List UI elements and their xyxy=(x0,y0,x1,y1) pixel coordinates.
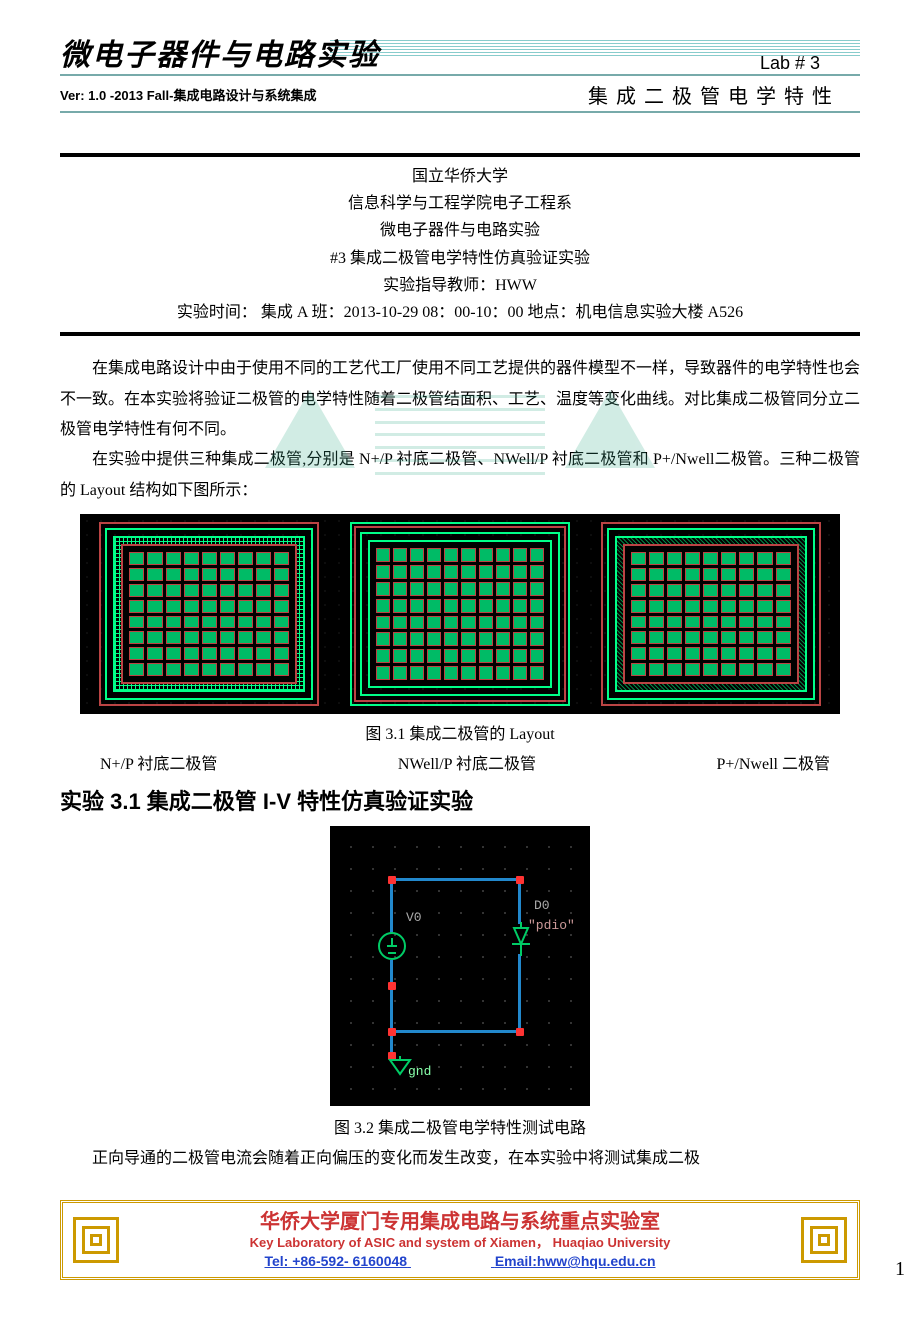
rule-bottom xyxy=(60,332,860,336)
wire-bottom xyxy=(390,1030,520,1033)
figure-3-2: V0 D0 "pdio" gnd xyxy=(330,826,590,1106)
wire-top xyxy=(390,878,520,881)
body-text: 在集成电路设计中由于使用不同的工艺代工厂使用不同工艺提供的器件模型不一样，导致器… xyxy=(60,354,860,506)
page-number: 1 xyxy=(895,1258,905,1281)
die-3-grid xyxy=(631,552,791,676)
footer-line1: 华侨大学厦门专用集成电路与系统重点实验室 xyxy=(131,1209,789,1235)
greek-key-icon-right xyxy=(801,1217,847,1263)
header-row-1: 微电子器件与电路实验 Lab # 3 xyxy=(60,30,860,76)
node-br xyxy=(516,1028,524,1036)
figure-3-2-caption: 图 3.2 集成二极管电学特性测试电路 xyxy=(60,1114,860,1138)
label-gnd: gnd xyxy=(408,1064,431,1079)
meta-university: 国立华侨大学 xyxy=(60,163,860,190)
paragraph-3: 正向导通的二极管电流会随着正向偏压的变化而发生改变，在本实验中将测试集成二极 xyxy=(60,1144,860,1174)
meta-course: 微电子器件与电路实验 xyxy=(60,217,860,244)
footer-box: 华侨大学厦门专用集成电路与系统重点实验室 Key Laboratory of A… xyxy=(60,1200,860,1279)
footer-email: Email:hww@hqu.edu.cn xyxy=(495,1253,656,1269)
voltage-source-icon xyxy=(378,932,406,960)
layout-die-2 xyxy=(350,522,570,706)
meta-instructor: 实验指导教师：HWW xyxy=(60,272,860,299)
die-2-grid xyxy=(376,548,544,680)
node-tl xyxy=(388,876,396,884)
layout-die-3 xyxy=(601,522,821,706)
die-1-grid xyxy=(129,552,289,676)
figure-3-1-labels: N+/P 衬底二极管 NWell/P 衬底二极管 P+/Nwell 二极管 xyxy=(60,750,860,774)
paragraph-1: 在集成电路设计中由于使用不同的工艺代工厂使用不同工艺提供的器件模型不一样，导致器… xyxy=(60,354,860,445)
wire-left-upper xyxy=(390,878,393,934)
label-d0: D0 xyxy=(534,898,550,913)
wire-right-upper xyxy=(518,878,521,924)
meta-experiment: #3 集成二极管电学特性仿真验证实验 xyxy=(60,245,860,272)
node-tr xyxy=(516,876,524,884)
footer-line3: Tel: +86-592- 6160048 Email:hww@hqu.edu.… xyxy=(131,1252,789,1270)
meta-department: 信息科学与工程学院电子工程系 xyxy=(60,190,860,217)
course-title: 微电子器件与电路实验 xyxy=(60,30,380,74)
lab-title: 集成二极管电学特性 xyxy=(588,80,860,109)
node-ml xyxy=(388,982,396,990)
footer-tel: Tel: +86-592- 6160048 xyxy=(264,1253,407,1269)
paragraph-2: 在实验中提供三种集成二极管,分别是 N+/P 衬底二极管、NWell/P 衬底二… xyxy=(60,445,860,506)
version-en: Ver: 1.0 -2013 Fall- xyxy=(60,88,173,103)
wire-left-lower xyxy=(390,960,393,1056)
footer-line2: Key Laboratory of ASIC and system of Xia… xyxy=(131,1235,789,1252)
figure-3-1-caption: 图 3.1 集成二极管的 Layout xyxy=(60,720,860,744)
section-heading-3-1: 实验 3.1 集成二极管 I-V 特性仿真验证实验 xyxy=(60,784,860,816)
node-bl xyxy=(388,1028,396,1036)
rule-top xyxy=(60,153,860,157)
figure-3-1 xyxy=(80,514,840,714)
meta-schedule: 实验时间： 集成 A 班：2013-10-29 08：00-10：00 地点：机… xyxy=(60,299,860,326)
version-text: Ver: 1.0 -2013 Fall-集成电路设计与系统集成 xyxy=(60,85,316,105)
meta-block: 国立华侨大学 信息科学与工程学院电子工程系 微电子器件与电路实验 #3 集成二极… xyxy=(60,163,860,326)
body-text-2: 正向导通的二极管电流会随着正向偏压的变化而发生改变，在本实验中将测试集成二极 xyxy=(60,1144,860,1174)
greek-key-icon-left xyxy=(73,1217,119,1263)
footer-text: 华侨大学厦门专用集成电路与系统重点实验室 Key Laboratory of A… xyxy=(131,1209,789,1270)
fig1-label-a: N+/P 衬底二极管 xyxy=(100,750,217,774)
fig1-label-b: NWell/P 衬底二极管 xyxy=(398,750,536,774)
layout-die-1 xyxy=(99,522,319,706)
lab-number: Lab # 3 xyxy=(760,53,860,74)
label-model: "pdio" xyxy=(528,918,575,933)
version-cn: 集成电路设计与系统集成 xyxy=(173,88,316,103)
label-v0: V0 xyxy=(406,910,422,925)
fig1-label-c: P+/Nwell 二极管 xyxy=(717,750,830,774)
header-row-2: Ver: 1.0 -2013 Fall-集成电路设计与系统集成 集成二极管电学特… xyxy=(60,80,860,113)
wire-right-lower xyxy=(518,954,521,1032)
